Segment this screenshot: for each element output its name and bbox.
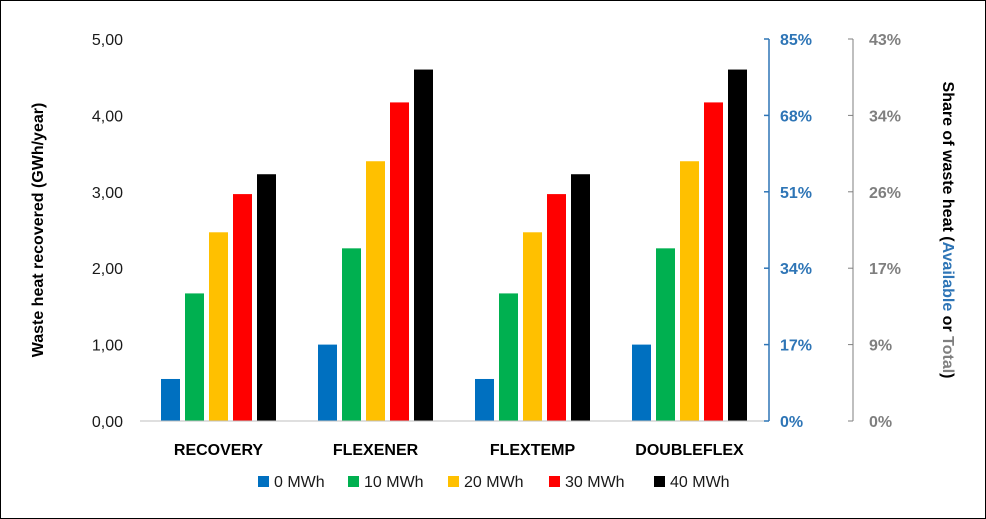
y2-axis-title-part: Total [939, 336, 956, 373]
legend-label: 0 MWh [274, 474, 325, 491]
bar [390, 102, 409, 422]
legend-swatch [549, 476, 560, 487]
y2-axis-title: Share of waste heat (Available or Total) [939, 82, 956, 379]
y-tick-label: 5,00 [92, 32, 123, 49]
y-axis-secondary-available: 0% 17% 34% 51% 68% 85% [764, 32, 812, 431]
y3-tick-label: 26% [869, 185, 901, 202]
x-tick-label: FLEXENER [333, 442, 419, 459]
y-tick-label: 3,00 [92, 185, 123, 202]
legend-swatch [448, 476, 459, 487]
y2-axis-title-part: Share of waste heat ( [939, 82, 956, 243]
y2-tick-label: 85% [780, 32, 812, 49]
bar [342, 248, 361, 421]
x-axis: RECOVERY FLEXENER FLEXTEMP DOUBLEFLEX [174, 442, 744, 459]
bar [571, 174, 590, 421]
bar [366, 161, 385, 422]
y2-axis-title-part: ) [939, 373, 956, 378]
bar [704, 102, 723, 422]
y2-tick-label: 51% [780, 185, 812, 202]
bar [161, 378, 180, 421]
legend-swatch [348, 476, 359, 487]
y3-tick-label: 17% [869, 261, 901, 278]
bar [680, 161, 699, 422]
y-axis-tertiary-total: 0% 9% 17% 26% 34% 43% [848, 32, 901, 431]
legend-label: 10 MWh [364, 474, 424, 491]
bars [161, 69, 747, 422]
bar [499, 293, 518, 421]
y3-tick-label: 43% [869, 32, 901, 49]
y-tick-label: 1,00 [92, 338, 123, 355]
legend-label: 40 MWh [670, 474, 730, 491]
y2-tick-label: 0% [780, 414, 803, 431]
y-tick-label: 4,00 [92, 108, 123, 125]
x-tick-label: FLEXTEMP [490, 442, 576, 459]
bar [475, 378, 494, 421]
bar [656, 248, 675, 421]
bar [257, 174, 276, 421]
y-axis-title: Waste heat recovered (GWh/year) [30, 103, 47, 358]
bar [318, 344, 337, 421]
y2-axis-title-part: Available [939, 242, 956, 312]
legend: 0 MWh 10 MWh 20 MWh 30 MWh 40 MWh [258, 474, 730, 491]
y3-tick-label: 0% [869, 414, 892, 431]
legend-label: 20 MWh [464, 474, 524, 491]
y2-axis-title-part: or [939, 311, 956, 336]
bar [233, 194, 252, 421]
y-tick-label: 2,00 [92, 261, 123, 278]
bar [209, 232, 228, 421]
bar [728, 69, 747, 421]
bar [547, 194, 566, 421]
legend-swatch [654, 476, 665, 487]
y2-tick-label: 17% [780, 338, 812, 355]
legend-swatch [258, 476, 269, 487]
y-axis-left: 0,00 1,00 2,00 3,00 4,00 5,00 [92, 32, 123, 431]
bar [632, 344, 651, 421]
y3-tick-label: 34% [869, 108, 901, 125]
x-tick-label: RECOVERY [174, 442, 264, 459]
y-tick-label: 0,00 [92, 414, 123, 431]
bar [523, 232, 542, 421]
bar [185, 293, 204, 421]
y2-tick-label: 68% [780, 108, 812, 125]
bar [414, 69, 433, 421]
y3-tick-label: 9% [869, 338, 892, 355]
x-tick-label: DOUBLEFLEX [635, 442, 744, 459]
y2-tick-label: 34% [780, 261, 812, 278]
legend-label: 30 MWh [565, 474, 625, 491]
